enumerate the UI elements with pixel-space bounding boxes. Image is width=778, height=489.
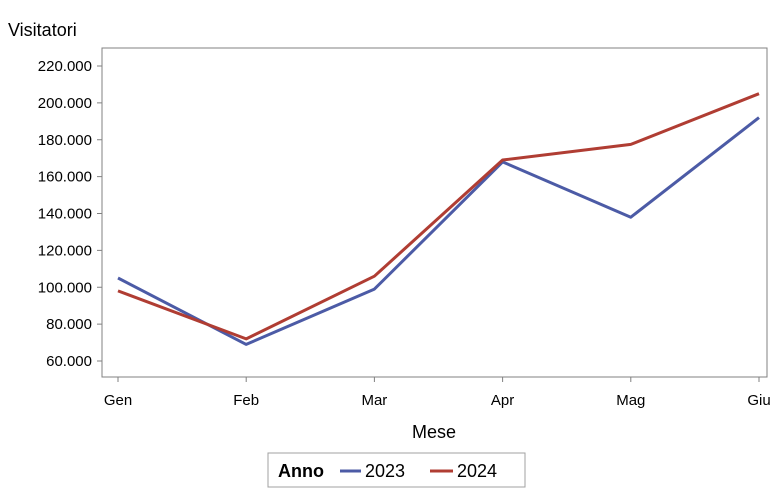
y-tick-label: 200.000 bbox=[38, 95, 92, 112]
y-tick-label: 140.000 bbox=[38, 206, 92, 223]
y-axis-title: Visitatori bbox=[8, 20, 77, 40]
x-tick-label: Gen bbox=[104, 392, 132, 409]
legend-entry-2023: 2023 bbox=[365, 461, 405, 481]
series-line-2024 bbox=[117, 92, 760, 341]
x-tick-label: Giu bbox=[747, 392, 770, 409]
x-tick-label: Feb bbox=[233, 392, 259, 409]
legend-title: Anno bbox=[278, 461, 324, 481]
series-line-2023 bbox=[117, 116, 760, 346]
y-tick-label: 100.000 bbox=[38, 279, 92, 296]
y-tick-label: 120.000 bbox=[38, 242, 92, 259]
y-tick-label: 80.000 bbox=[46, 316, 92, 333]
y-tick-label: 180.000 bbox=[38, 132, 92, 149]
x-tick-label: Mar bbox=[361, 392, 387, 409]
y-tick-label: 60.000 bbox=[46, 353, 92, 370]
legend-box bbox=[267, 452, 526, 488]
y-axis: 60.000 80.000 100.000 120.000 140.000 160.000… bbox=[38, 58, 102, 370]
x-tick-label: Apr bbox=[491, 392, 514, 409]
legend: Anno 2023 2024 bbox=[267, 452, 526, 488]
y-tick-label: 160.000 bbox=[38, 169, 92, 186]
legend-entry-2024: 2024 bbox=[457, 461, 497, 481]
plot-frame bbox=[101, 47, 768, 378]
y-tick-label: 220.000 bbox=[38, 58, 92, 75]
x-axis-title: Mese bbox=[412, 422, 456, 442]
x-axis: Gen Feb Mar Apr Mag Giu bbox=[104, 377, 771, 409]
x-tick-label: Mag bbox=[616, 392, 645, 409]
series-lines bbox=[117, 92, 760, 346]
